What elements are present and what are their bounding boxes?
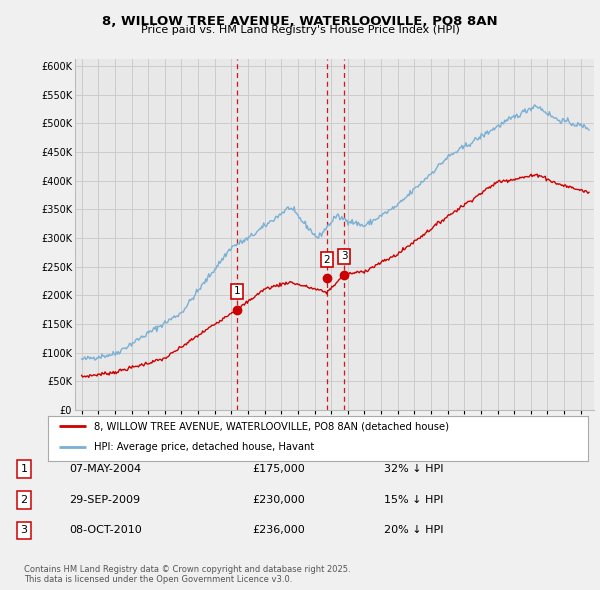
Text: Contains HM Land Registry data © Crown copyright and database right 2025.
This d: Contains HM Land Registry data © Crown c… bbox=[24, 565, 350, 584]
Text: 2: 2 bbox=[20, 495, 28, 504]
Text: 15% ↓ HPI: 15% ↓ HPI bbox=[384, 495, 443, 504]
Text: 2: 2 bbox=[324, 255, 331, 265]
Text: HPI: Average price, detached house, Havant: HPI: Average price, detached house, Hava… bbox=[94, 442, 314, 453]
Text: £236,000: £236,000 bbox=[252, 526, 305, 535]
Text: 20% ↓ HPI: 20% ↓ HPI bbox=[384, 526, 443, 535]
Text: £230,000: £230,000 bbox=[252, 495, 305, 504]
Text: 08-OCT-2010: 08-OCT-2010 bbox=[69, 526, 142, 535]
Text: 3: 3 bbox=[341, 251, 347, 261]
Text: 32% ↓ HPI: 32% ↓ HPI bbox=[384, 464, 443, 474]
Text: 8, WILLOW TREE AVENUE, WATERLOOVILLE, PO8 8AN: 8, WILLOW TREE AVENUE, WATERLOOVILLE, PO… bbox=[102, 15, 498, 28]
Text: 1: 1 bbox=[234, 286, 241, 296]
Text: 07-MAY-2004: 07-MAY-2004 bbox=[69, 464, 141, 474]
Text: £175,000: £175,000 bbox=[252, 464, 305, 474]
Text: 8, WILLOW TREE AVENUE, WATERLOOVILLE, PO8 8AN (detached house): 8, WILLOW TREE AVENUE, WATERLOOVILLE, PO… bbox=[94, 421, 449, 431]
Text: 3: 3 bbox=[20, 526, 28, 535]
Text: 1: 1 bbox=[20, 464, 28, 474]
Text: 29-SEP-2009: 29-SEP-2009 bbox=[69, 495, 140, 504]
Text: Price paid vs. HM Land Registry's House Price Index (HPI): Price paid vs. HM Land Registry's House … bbox=[140, 25, 460, 35]
